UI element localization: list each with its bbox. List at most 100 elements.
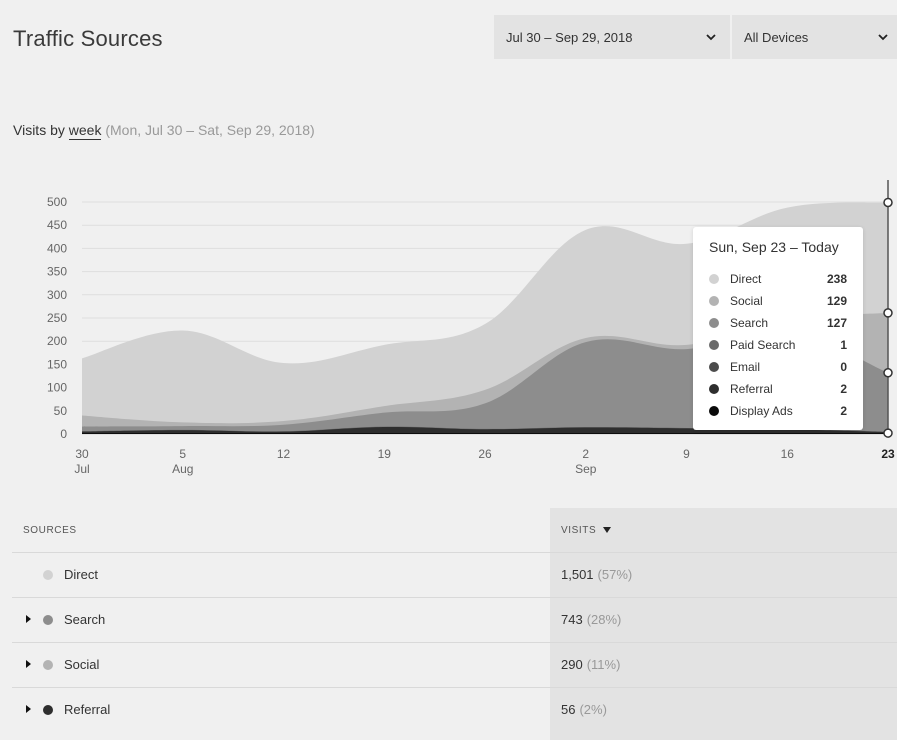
y-tick-label: 350	[47, 265, 67, 279]
x-tick-label: 16	[781, 447, 795, 461]
y-tick-label: 200	[47, 334, 67, 348]
tooltip-row: Display Ads 2	[709, 400, 847, 422]
visits-header-label: VISITS	[561, 524, 597, 536]
legend-dot-icon	[709, 274, 719, 284]
tooltip-row-value: 1	[840, 338, 847, 352]
chart-areas	[82, 202, 888, 434]
x-tick-label: 9	[683, 447, 690, 461]
tooltip-row: Paid Search 1	[709, 334, 847, 356]
tooltip-row: Social 129	[709, 290, 847, 312]
source-name[interactable]: Referral	[64, 702, 111, 717]
area-search	[82, 330, 888, 434]
tooltip-row: Direct 238	[709, 268, 847, 290]
tooltip-row-label: Social	[730, 294, 763, 308]
chevron-down-icon	[706, 34, 716, 41]
legend-dot-icon	[709, 318, 719, 328]
tooltip-row-value: 2	[840, 404, 847, 418]
visits-cell: 1,501 (57%)	[561, 567, 632, 582]
expand-arrow-icon[interactable]	[26, 705, 31, 713]
x-tick-label: 30	[75, 447, 89, 461]
table-row[interactable]: Direct 1,501 (57%)	[12, 552, 897, 597]
visits-column-header[interactable]: VISITS	[561, 508, 612, 552]
legend-dot-icon	[709, 384, 719, 394]
sort-descending-icon	[603, 527, 612, 533]
tooltip-row-value: 238	[826, 272, 847, 286]
x-tick-label: 12	[277, 447, 291, 461]
tooltip-row: Search 127	[709, 312, 847, 334]
visits-count: 1,501	[561, 567, 594, 582]
chart-tooltip: Sun, Sep 23 – Today Direct 238 Social 129 Se…	[693, 227, 863, 430]
tooltip-row-value: 127	[826, 316, 847, 330]
y-axis-ticks: 0 50 100 150 200 250 300 350 400 450 500	[47, 195, 67, 441]
visits-count: 290	[561, 657, 583, 672]
legend-dot-icon	[709, 340, 719, 350]
y-tick-label: 150	[47, 357, 67, 371]
visits-count: 56	[561, 702, 576, 717]
tooltip-row: Email 0	[709, 356, 847, 378]
visits-cell: 56 (2%)	[561, 702, 607, 717]
tooltip-row-label: Referral	[730, 382, 773, 396]
x-tick-label: 5	[179, 447, 186, 461]
tooltip-title: Sun, Sep 23 – Today	[709, 239, 839, 255]
legend-dot-icon	[709, 296, 719, 306]
tooltip-row-label: Paid Search	[730, 338, 796, 352]
visits-percent: (11%)	[586, 657, 621, 672]
x-tick-month: Aug	[172, 462, 193, 476]
legend-dot-icon	[709, 406, 719, 416]
x-tick-label: 23	[881, 447, 895, 461]
hover-indicator[interactable]	[883, 180, 893, 438]
device-filter-value: All Devices	[744, 29, 809, 45]
source-color-dot-icon	[43, 570, 53, 580]
tooltip-row-label: Email	[730, 360, 761, 374]
x-tick-month: Sep	[575, 462, 597, 476]
source-color-dot-icon	[43, 660, 53, 670]
hover-point	[883, 368, 893, 378]
chart-subtitle: Visits by week (Mon, Jul 30 – Sat, Sep 2…	[13, 122, 315, 140]
sources-column-header: SOURCES	[23, 524, 77, 536]
expand-arrow-icon[interactable]	[26, 660, 31, 668]
x-tick-label: 2	[582, 447, 589, 461]
device-filter-dropdown[interactable]: All Devices	[732, 15, 897, 59]
date-range-value: Jul 30 – Sep 29, 2018	[506, 29, 633, 45]
legend-dot-icon	[709, 362, 719, 372]
table-row[interactable]: Search 743 (28%)	[12, 597, 897, 642]
area-referral	[82, 426, 888, 434]
date-range-dropdown[interactable]: Jul 30 – Sep 29, 2018	[494, 15, 730, 59]
table-row[interactable]: Social 290 (11%)	[12, 642, 897, 687]
visits-count: 743	[561, 612, 583, 627]
source-name[interactable]: Search	[64, 612, 106, 627]
tooltip-row-label: Search	[730, 316, 769, 330]
visits-cell: 290 (11%)	[561, 657, 620, 672]
hover-point	[883, 197, 893, 208]
hover-point	[883, 308, 893, 318]
visits-percent: (57%)	[597, 567, 633, 582]
tooltip-row-label: Display Ads	[730, 404, 793, 418]
tooltip-row-value: 129	[826, 294, 847, 308]
y-tick-label: 50	[54, 404, 68, 418]
subtitle-range: (Mon, Jul 30 – Sat, Sep 29, 2018)	[105, 122, 315, 138]
visits-column-background	[550, 508, 897, 740]
expand-arrow-icon[interactable]	[26, 615, 31, 623]
y-tick-label: 250	[47, 311, 67, 325]
x-tick-label: 26	[478, 447, 492, 461]
source-name[interactable]: Direct	[64, 567, 98, 582]
tooltip-row-value: 0	[840, 360, 847, 374]
tooltip-row-value: 2	[840, 382, 847, 396]
subtitle-prefix: Visits by	[13, 122, 65, 138]
period-selector[interactable]: week	[68, 122, 102, 140]
tooltip-row-label: Direct	[730, 272, 762, 286]
page-title: Traffic Sources	[13, 26, 163, 51]
visits-percent: (2%)	[579, 702, 607, 717]
x-tick-month: Jul	[74, 462, 89, 476]
y-tick-label: 300	[47, 288, 67, 302]
visits-percent: (28%)	[586, 612, 622, 627]
source-name[interactable]: Social	[64, 657, 100, 672]
y-tick-label: 0	[60, 427, 67, 441]
y-tick-label: 500	[47, 195, 67, 209]
source-color-dot-icon	[43, 615, 53, 625]
tooltip-row: Referral 2	[709, 378, 847, 400]
x-tick-label: 19	[378, 447, 392, 461]
table-row[interactable]: Referral 56 (2%)	[12, 687, 897, 732]
